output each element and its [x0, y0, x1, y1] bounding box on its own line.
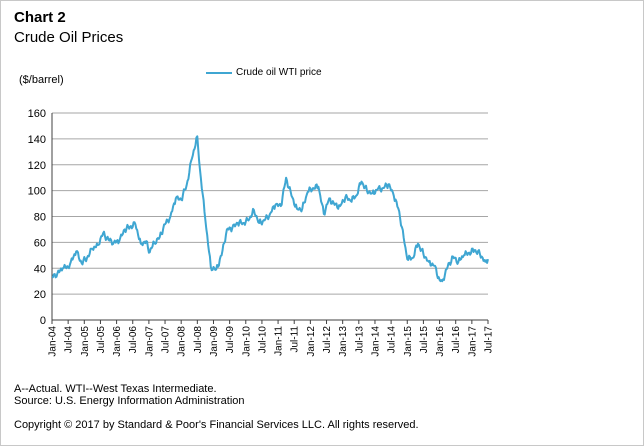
- y-tick-label-140: 140: [28, 134, 46, 146]
- y-tick-label-100: 100: [28, 186, 46, 198]
- y-tick-label-80: 80: [34, 212, 46, 224]
- x-tick-label-Jul-09: Jul-09: [225, 326, 236, 354]
- x-tick-label-Jan-04: Jan-04: [48, 326, 59, 357]
- y-tick-label-60: 60: [34, 237, 46, 249]
- x-tick-label-Jul-10: Jul-10: [257, 326, 268, 354]
- copyright-text: Copyright © 2017 by Standard & Poor's Fi…: [14, 419, 419, 431]
- x-tick-label-Jul-04: Jul-04: [64, 326, 75, 354]
- x-tick-label-Jan-17: Jan-17: [467, 326, 478, 357]
- x-tick-label-Jul-16: Jul-16: [451, 326, 462, 354]
- x-tick-label-Jul-13: Jul-13: [354, 326, 365, 354]
- y-tick-label-0: 0: [40, 315, 46, 327]
- x-tick-label-Jul-15: Jul-15: [419, 326, 430, 354]
- series-line-crude-oil-wti: [51, 135, 489, 283]
- y-tick-label-160: 160: [28, 108, 46, 120]
- x-tick-label-Jan-16: Jan-16: [435, 326, 446, 357]
- x-tick-label-Jan-09: Jan-09: [209, 326, 220, 357]
- x-tick-label-Jul-07: Jul-07: [161, 326, 172, 354]
- x-tick-label-Jul-17: Jul-17: [484, 326, 495, 354]
- chart-number: Chart 2: [14, 9, 66, 26]
- y-tick-label-120: 120: [28, 160, 46, 172]
- x-tick-label-Jul-08: Jul-08: [193, 326, 204, 354]
- legend-label: Crude oil WTI price: [236, 67, 322, 78]
- x-tick-label-Jul-06: Jul-06: [128, 326, 139, 354]
- y-tick-label-20: 20: [34, 289, 46, 301]
- x-tick-label-Jan-14: Jan-14: [370, 326, 381, 357]
- chart-title: Crude Oil Prices: [14, 29, 124, 46]
- note-line-abbrev: A--Actual. WTI--West Texas Intermediate.: [14, 383, 217, 395]
- y-tick-label-40: 40: [34, 263, 46, 275]
- chart-notes: A--Actual. WTI--West Texas Intermediate.…: [14, 383, 245, 407]
- x-tick-label-Jan-05: Jan-05: [80, 326, 91, 357]
- x-tick-label-Jan-06: Jan-06: [112, 326, 123, 357]
- x-tick-label-Jan-07: Jan-07: [144, 326, 155, 357]
- x-tick-label-Jan-10: Jan-10: [241, 326, 252, 357]
- x-tick-label-Jan-11: Jan-11: [274, 326, 285, 356]
- x-tick-label-Jul-12: Jul-12: [322, 326, 333, 354]
- legend-swatch: [206, 71, 232, 74]
- x-tick-label-Jul-14: Jul-14: [387, 326, 398, 354]
- legend: Crude oil WTI price: [206, 67, 322, 78]
- x-tick-label-Jul-05: Jul-05: [96, 326, 107, 354]
- x-tick-label-Jan-12: Jan-12: [306, 326, 317, 357]
- x-tick-label-Jan-08: Jan-08: [177, 326, 188, 357]
- x-tick-label-Jan-13: Jan-13: [338, 326, 349, 357]
- note-line-source: Source: U.S. Energy Information Administ…: [14, 395, 245, 407]
- x-tick-label-Jan-15: Jan-15: [403, 326, 414, 357]
- x-tick-label-Jul-11: Jul-11: [290, 326, 301, 353]
- y-axis-label: ($/barrel): [19, 74, 64, 86]
